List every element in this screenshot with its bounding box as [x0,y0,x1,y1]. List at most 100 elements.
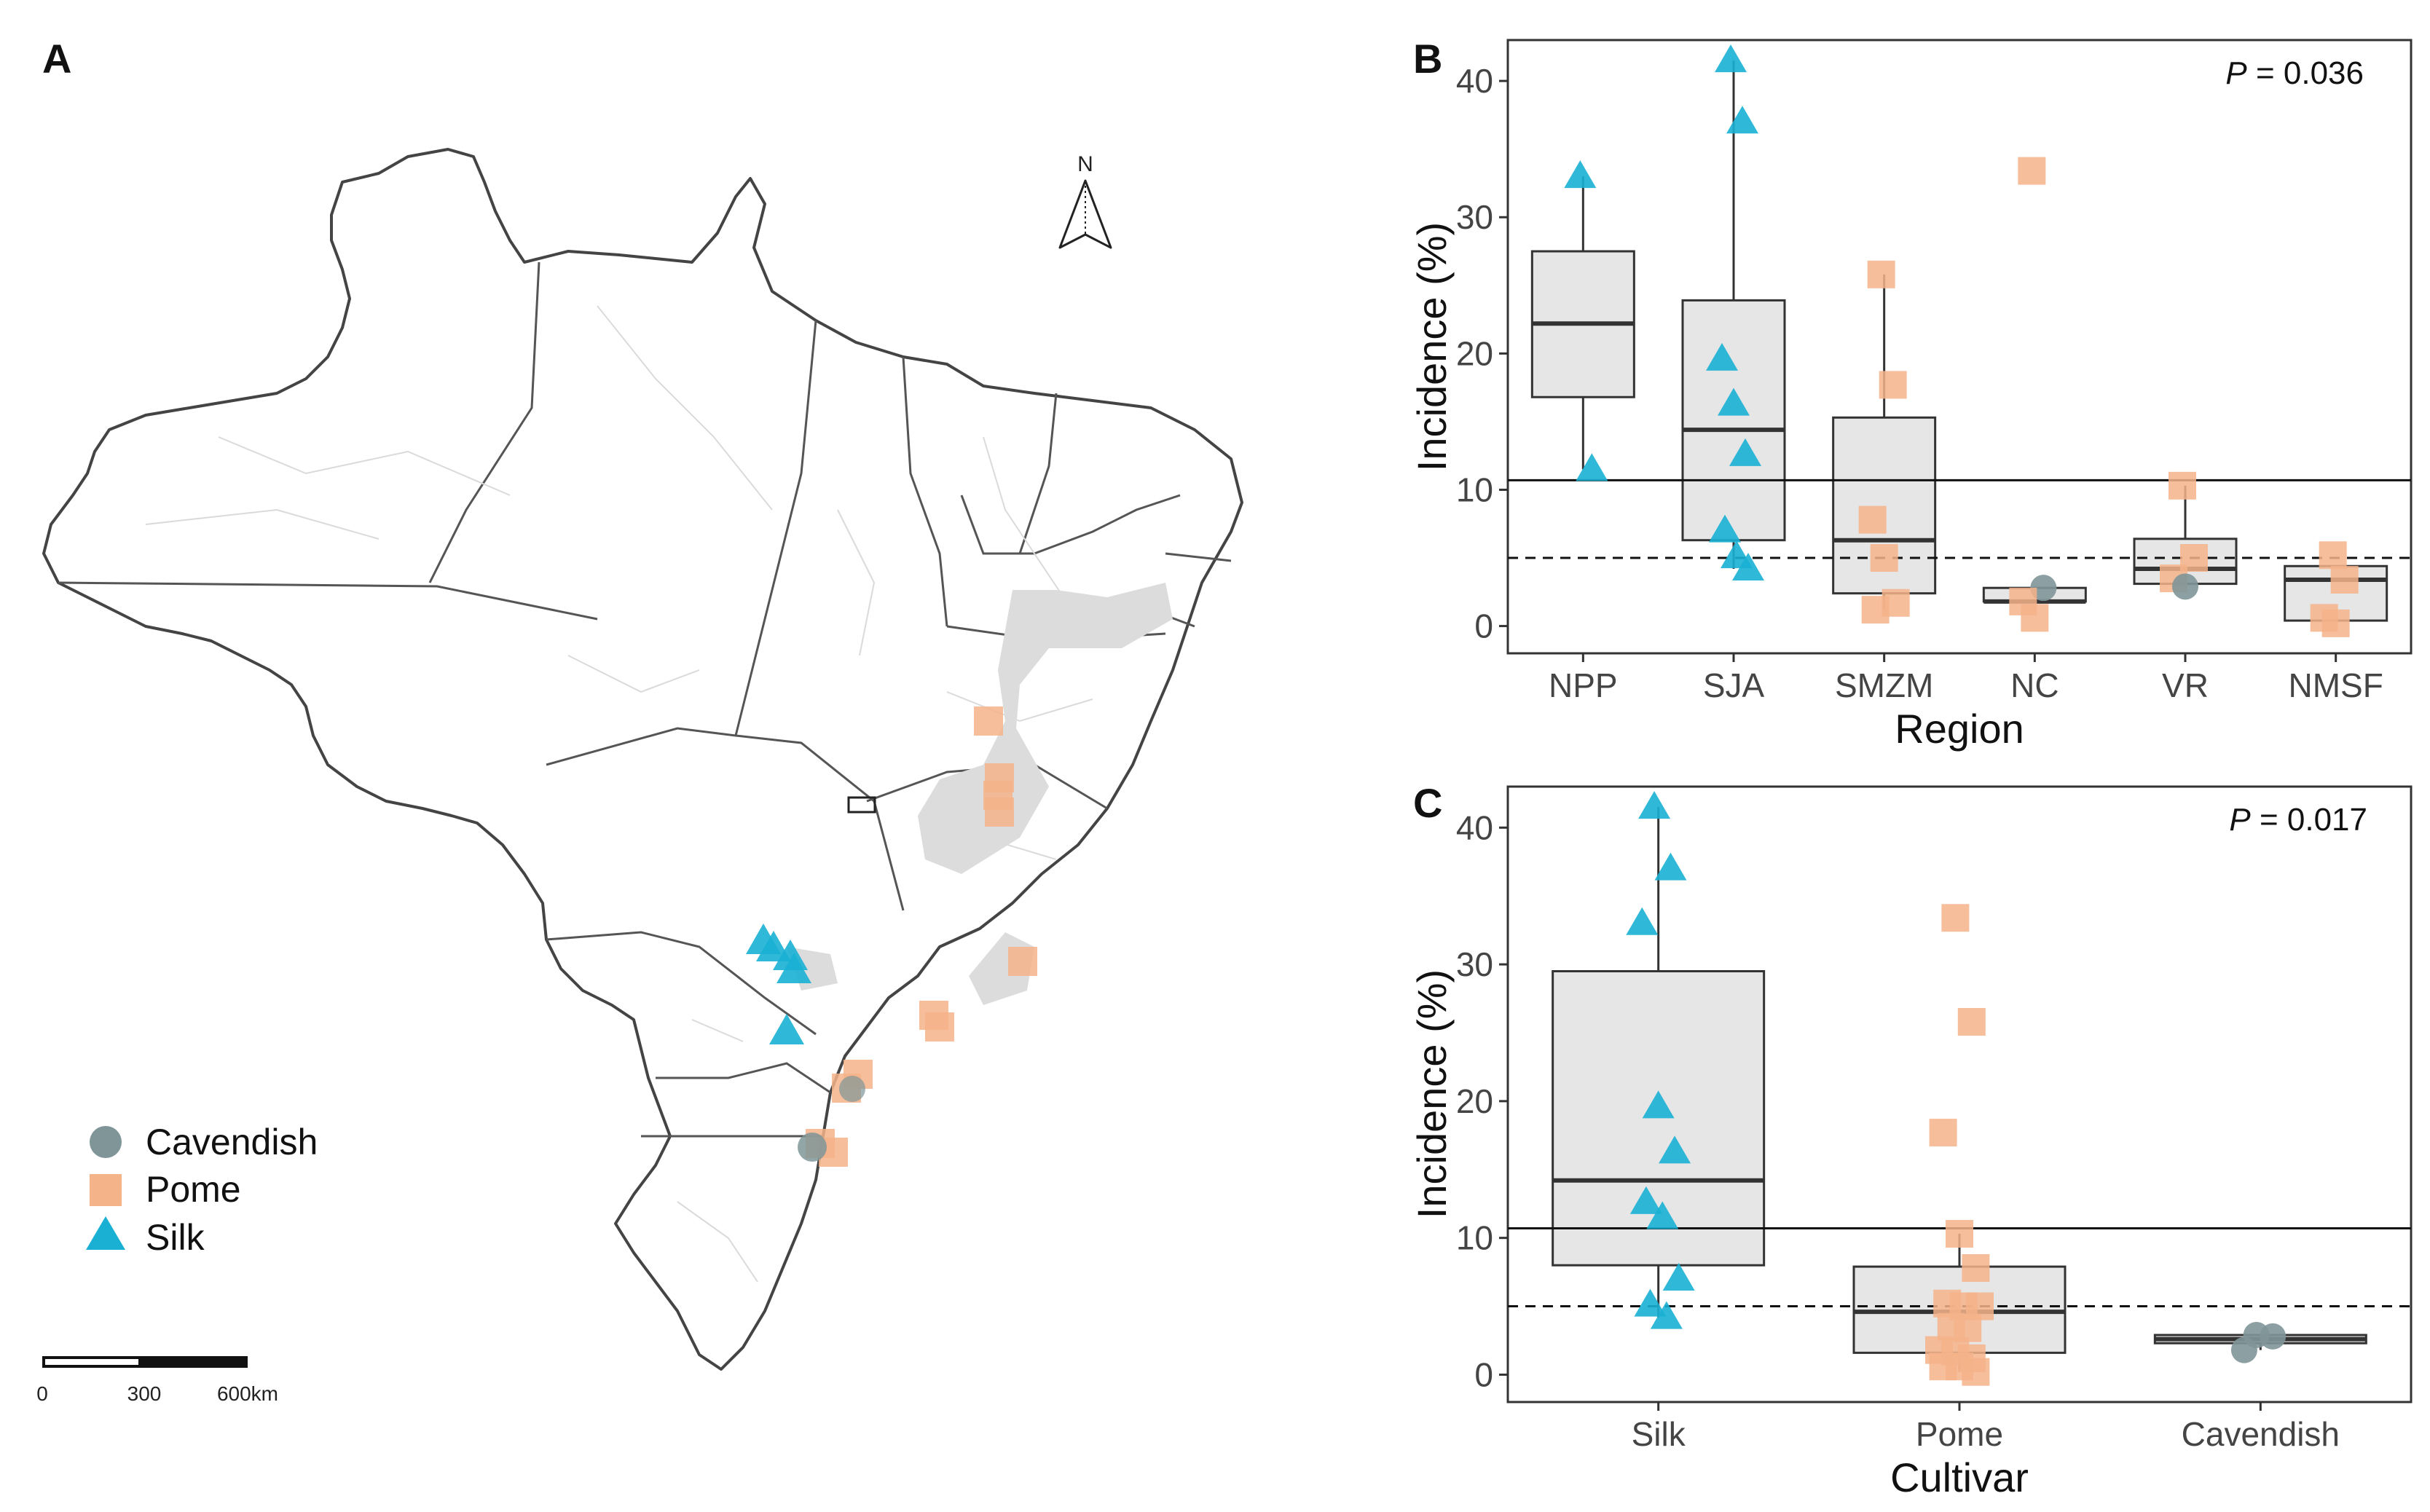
point-silk [1634,1288,1667,1317]
point-pome [1954,1314,1982,1342]
legend-label-silk: Silk [146,1217,205,1258]
x-axis-title: Cultivar [1890,1454,2029,1500]
panel-label-c: C [1413,780,1442,826]
panel-label-a: A [42,36,71,82]
point-pome [1861,596,1890,624]
map-markers [746,706,1037,1167]
map-marker-pome [974,706,1003,736]
y-axis-title: Incidence (%) [1409,222,1455,471]
map-marker-pome [1008,947,1037,976]
point-pome [2021,604,2049,632]
legend-marker-pome [90,1174,122,1206]
boxplots [1530,60,2388,622]
map-panel: A [36,36,1243,1405]
x-axis-title: Region [1895,706,2024,752]
plot-frame [1506,39,2413,655]
x-tick-label: SMZM [1835,666,1933,704]
x-tick-label: NPP [1549,666,1618,704]
scale-label: 300 [127,1382,162,1405]
point-silk [1709,514,1741,543]
point-silk [1638,791,1671,819]
y-tick-label: 30 [1456,945,1493,983]
map-marker-silk [776,953,811,983]
p-value-annotation: P = 0.017 [2229,802,2367,838]
scale-label: 0 [36,1382,48,1405]
point-pome [1858,505,1887,534]
map-marker-silk [769,1014,804,1044]
y-tick-label: 40 [1456,62,1493,100]
point-cavendish [2260,1323,2287,1350]
point-silk [1706,342,1738,371]
p-label: P [2229,802,2251,838]
point-pome [2168,471,2196,500]
y-tick-label: 20 [1456,334,1493,372]
point-pome [2330,565,2359,594]
x-tick-label: NMSF [2289,666,2383,704]
point-cavendish [2172,573,2198,600]
point-pome [1957,1007,1986,1036]
scale-bar: 0 300 600km [36,1356,278,1405]
y-axis: 0 10 20 30 40 [1456,62,1508,645]
point-silk [1732,552,1764,580]
y-tick-label: 0 [1474,607,1493,645]
point-pome [1929,1119,1957,1147]
point-silk [1718,387,1750,416]
panel-label-b: B [1413,36,1442,82]
point-pome [1946,1220,1973,1248]
x-tick-label: SJA [1703,666,1765,704]
point-silk [1726,106,1758,134]
point-pome [1867,260,1895,288]
x-tick-label: NC [2010,666,2059,704]
point-silk [1650,1301,1683,1329]
x-tick-label: Cavendish [2182,1415,2340,1453]
y-tick-label: 30 [1456,198,1493,236]
point-pome [1962,1358,1990,1386]
point-pome [1962,1253,1990,1282]
boxplot-silk [1552,807,1766,1318]
point-silk [1659,1135,1691,1164]
y-axis-title: Incidence (%) [1409,969,1455,1218]
brazil-outline [42,148,1243,1371]
point-silk [1564,160,1597,189]
municipal-borders [145,305,1093,1283]
point-silk [1626,907,1659,935]
y-tick-label: 0 [1474,1355,1493,1393]
point-pome [1879,371,1907,399]
point-pome [1870,544,1898,572]
point-silk [1629,1186,1662,1214]
p-value-annotation: P = 0.036 [2225,55,2364,91]
point-silk [1715,44,1747,73]
boxplot-sja [1681,60,1786,569]
y-tick-label: 20 [1456,1082,1493,1120]
map-legend: Cavendish Pome Silk [86,1122,318,1258]
boxplot-npp [1530,176,1635,470]
point-pome [2018,157,2046,185]
x-tick-label: Silk [1632,1415,1686,1453]
p-label: P [2225,55,2247,91]
map-marker-pome [925,1012,954,1042]
y-tick-label: 10 [1456,1219,1493,1257]
north-label: N [1077,152,1093,176]
box-iqr [1681,299,1786,542]
point-silk [1654,852,1687,881]
map-marker-pome [985,798,1014,827]
p-value: = 0.017 [2251,802,2367,838]
point-silk [1662,1263,1695,1291]
map-marker-cavendish [798,1133,827,1162]
p-value: = 0.036 [2247,55,2364,91]
legend-marker-cavendish [90,1126,122,1158]
legend-label-pome: Pome [146,1169,241,1210]
y-tick-label: 10 [1456,470,1493,508]
region-boxplot-panel: B 0 10 20 30 40 NPP SJA SMZM NC VR NMSF P = 0.036… [1409,36,2413,752]
x-tick-label: Pome [1916,1415,2003,1453]
reference-lines [1508,479,2411,559]
legend-marker-silk [86,1216,125,1250]
x-axis: NPP SJA SMZM NC VR NMSF [1549,653,2383,704]
point-silk [1642,1090,1675,1119]
x-tick-label: VR [2162,666,2209,704]
data-points [1626,791,2287,1386]
point-silk [1576,453,1608,481]
x-axis: Silk Pome Cavendish [1632,1402,2340,1453]
north-arrow-icon: N [1058,152,1112,249]
